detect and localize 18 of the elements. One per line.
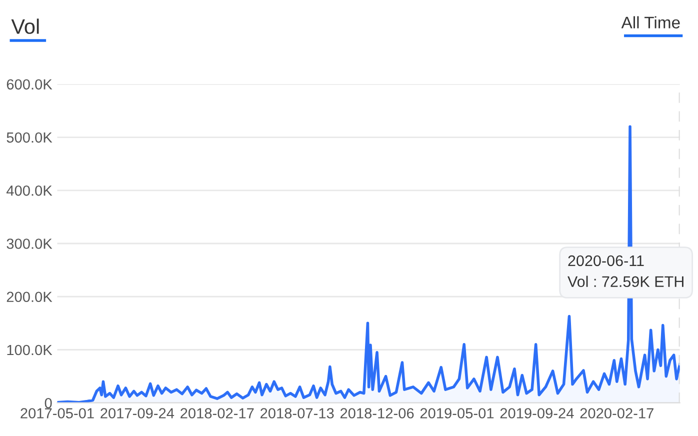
- x-tick-label: 2020-02-17: [580, 408, 654, 418]
- y-tick-label: 400.0K: [6, 185, 52, 196]
- x-tick-label: 2017-09-24: [100, 408, 174, 418]
- x-tick-label: 2019-09-24: [500, 408, 574, 418]
- y-tick-label: 600.0K: [6, 79, 52, 90]
- y-tick-label: 300.0K: [6, 238, 52, 249]
- y-tick-label: 100.0K: [7, 344, 52, 356]
- x-tick-label: 2017-05-01: [20, 408, 94, 418]
- x-tick-label: 2018-12-06: [340, 408, 414, 418]
- y-tick-label: 0: [44, 398, 52, 408]
- y-tick-label: 200.0K: [6, 292, 52, 302]
- chart-title: Vol: [11, 18, 39, 34]
- y-tick-label: 500.0K: [6, 132, 52, 143]
- x-tick-label: 2019-05-01: [420, 408, 494, 418]
- annotation: 2020-06-11 Vol : 72.59K ETH: [568, 255, 684, 288]
- x-tick-label: 2018-07-13: [260, 408, 334, 418]
- text: All Time: [621, 16, 680, 28]
- x-tick-label: 2018-02-17: [180, 408, 254, 418]
